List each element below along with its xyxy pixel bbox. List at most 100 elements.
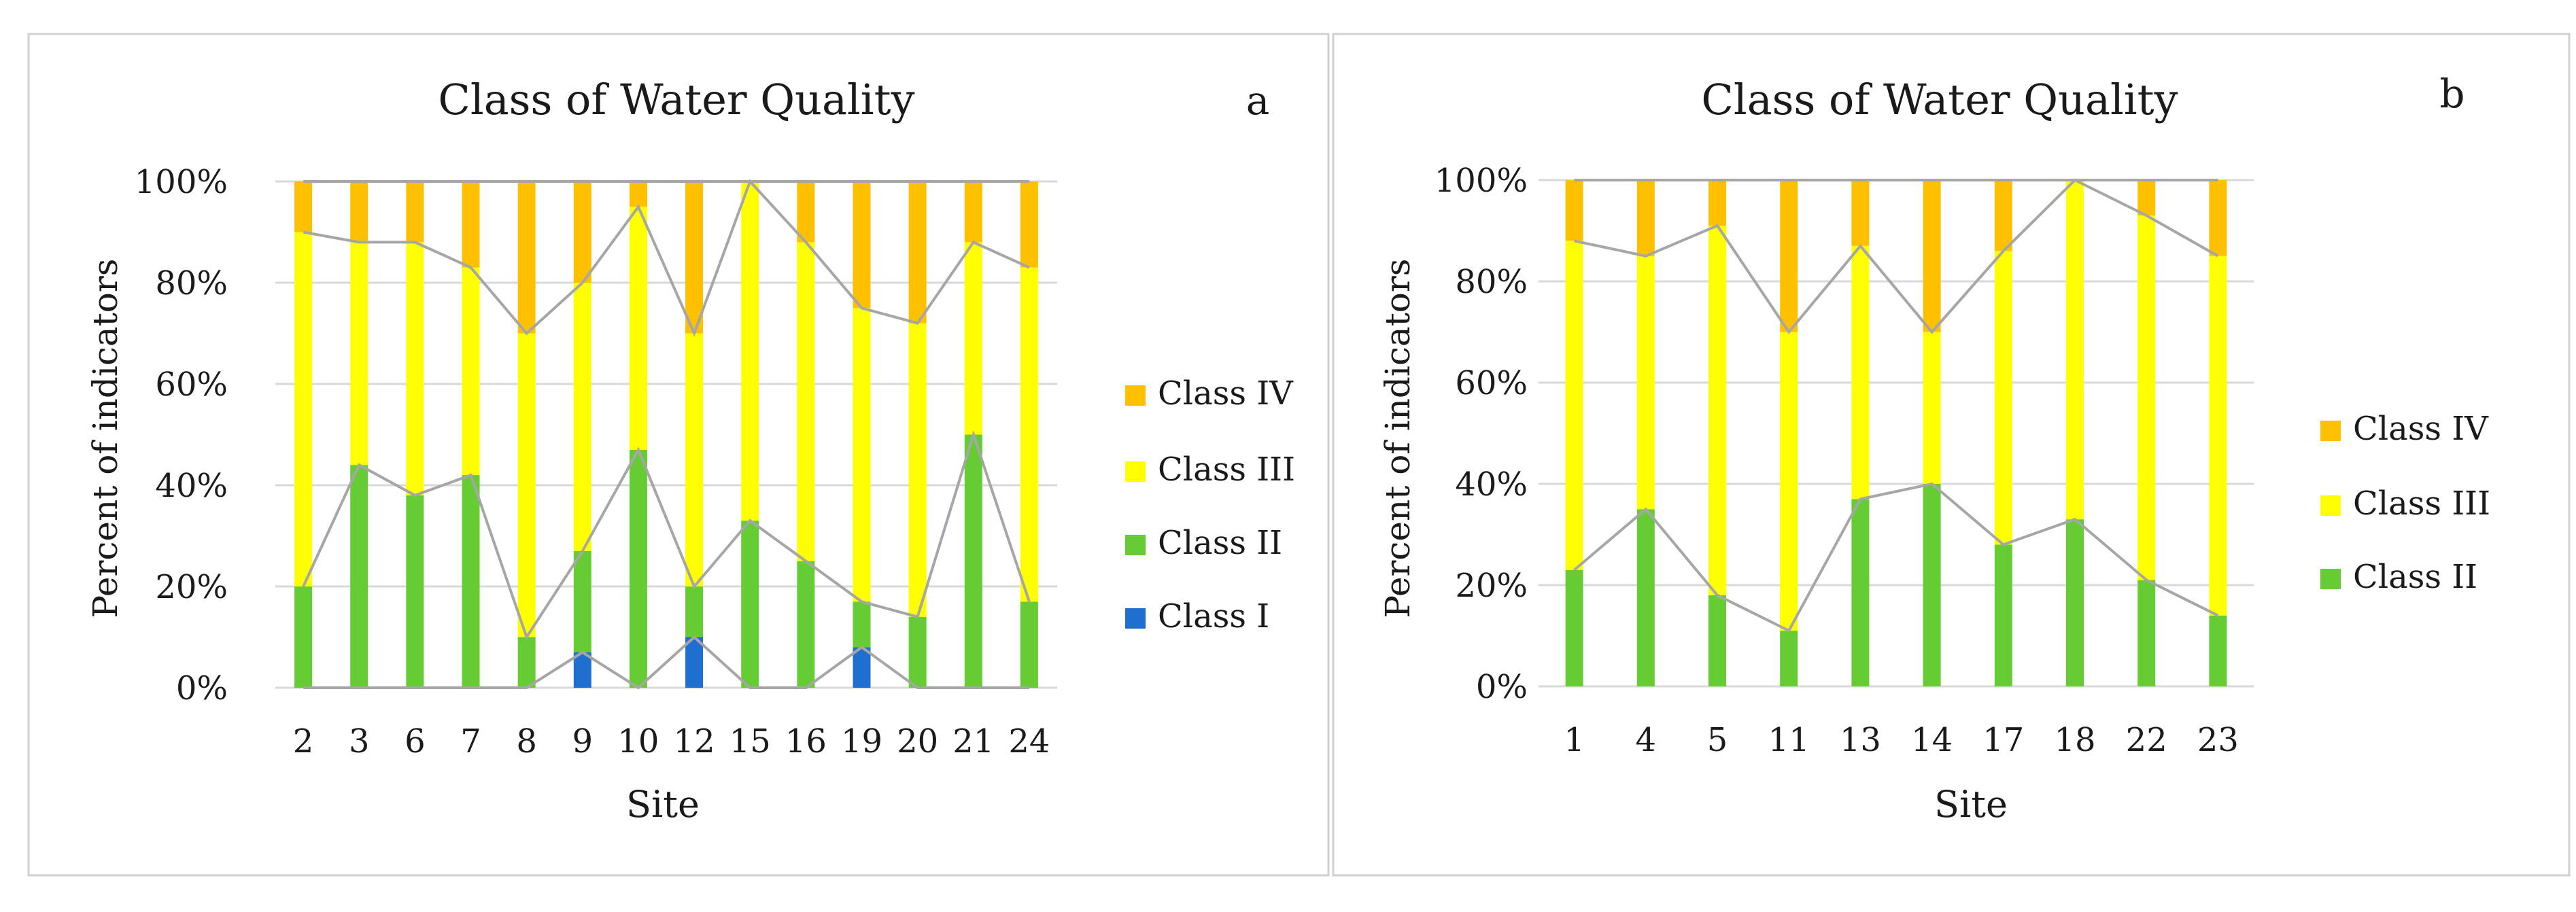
y-tick-label: 80% xyxy=(1455,263,1528,301)
bar-segment-class-iv xyxy=(685,181,704,334)
chart-b-panel-label: b xyxy=(2439,71,2465,117)
x-tick-label: 9 xyxy=(572,722,594,760)
legend-label: Class III xyxy=(2353,485,2490,523)
bar-segment-class-iv xyxy=(462,181,480,268)
chart-panel-b: Class of Water Quality b Percent of indi… xyxy=(1329,0,2576,909)
chart-b-xlabel: Site xyxy=(1934,783,2008,826)
bar-segment-class-ii xyxy=(294,586,313,688)
bar-segment-class-iii xyxy=(629,207,647,450)
bar-segment-class-iii xyxy=(964,242,982,435)
bar-segment-class-iv xyxy=(294,181,313,232)
chart-a-border xyxy=(27,33,1330,877)
bar-segment-class-iii xyxy=(741,181,759,521)
bar-segment-class-iv xyxy=(629,181,647,207)
bar-segment-class-iii xyxy=(350,242,368,466)
chart-a-panel-label: a xyxy=(1246,77,1270,124)
chart-panel-a: Class of Water Quality a Percent of indi… xyxy=(27,33,1330,877)
series-line xyxy=(1574,178,2219,334)
legend-label: Class III xyxy=(1158,451,1295,489)
series-line xyxy=(302,429,1031,641)
x-tick-label: 24 xyxy=(1008,722,1050,760)
bar-segment-class-iv xyxy=(1851,180,1870,246)
chart-b-legend: Class IV Class III Class II xyxy=(2320,410,2490,596)
bar-segment-class-ii xyxy=(1708,595,1726,686)
bar-segment-class-ii xyxy=(1994,544,2012,686)
bar-segment-class-ii xyxy=(853,601,871,648)
x-tick-label: 11 xyxy=(1768,721,1810,759)
legend-swatch-class-ii xyxy=(2320,569,2341,589)
bar-segment-class-i xyxy=(853,647,871,688)
bar-segment-class-iv xyxy=(2209,180,2227,256)
legend-swatch-class-iii xyxy=(1125,461,1146,482)
bar-segment-class-iii xyxy=(2137,215,2156,580)
bar-segment-class-iii xyxy=(2209,256,2227,616)
legend-label: Class IV xyxy=(2353,410,2489,448)
x-tick-label: 3 xyxy=(349,722,370,760)
y-tick-label: 80% xyxy=(155,264,228,302)
bar-segment-class-iii xyxy=(908,323,927,617)
x-tick-label: 22 xyxy=(2126,721,2167,759)
x-tick-label: 13 xyxy=(1840,721,1881,759)
bar-segment-class-ii xyxy=(908,616,927,688)
bar-segment-class-ii xyxy=(797,561,815,688)
x-tick-label: 19 xyxy=(841,722,882,760)
chart-a-legend: Class IV Class III Class II Class I xyxy=(1125,374,1295,635)
bar-segment-class-ii xyxy=(350,465,368,688)
legend-label: Class II xyxy=(1158,524,1282,562)
bar-segment-class-iv xyxy=(1708,180,1726,226)
y-tick-label: 0% xyxy=(1476,668,1528,706)
bar-segment-class-i xyxy=(573,652,591,688)
series-line xyxy=(303,635,1029,690)
bar-segment-class-iii xyxy=(294,232,313,586)
bar-segment-class-iii xyxy=(1923,332,1941,484)
bar-segment-class-iv xyxy=(853,181,871,309)
bar-segment-class-ii xyxy=(2209,615,2227,686)
x-tick-label: 16 xyxy=(785,722,827,760)
x-tick-label: 1 xyxy=(1564,721,1585,759)
bar-segment-class-iii xyxy=(1780,332,1798,631)
chart-b-border xyxy=(1332,33,2571,877)
legend-swatch-class-ii xyxy=(1125,535,1146,555)
bar-segment-class-ii xyxy=(1565,569,1583,686)
bar-segment-class-iv xyxy=(573,181,591,283)
series-line xyxy=(1573,482,2219,633)
bar-segment-class-ii xyxy=(2137,580,2156,686)
legend-swatch-class-iv xyxy=(2320,421,2341,441)
legend-swatch-class-iii xyxy=(2320,495,2341,516)
y-tick-label: 100% xyxy=(1435,162,1528,200)
legend-swatch-class-i xyxy=(1125,608,1146,629)
bar-segment-class-iii xyxy=(1708,226,1726,595)
legend-label: Class II xyxy=(2353,558,2477,596)
y-tick-label: 20% xyxy=(1455,567,1528,605)
legend-swatch-class-iv xyxy=(1125,385,1146,406)
bar-segment-class-ii xyxy=(406,495,424,688)
bar-segment-class-iii xyxy=(462,267,480,476)
bar-segment-class-iv xyxy=(797,181,815,243)
x-tick-label: 23 xyxy=(2197,721,2239,759)
x-tick-label: 4 xyxy=(1636,721,1657,759)
bar-segment-class-ii xyxy=(517,637,536,688)
chart-a-svg: Class of Water Quality a Percent of indi… xyxy=(27,33,1330,877)
bar-segment-class-iv xyxy=(908,181,927,323)
y-tick-label: 0% xyxy=(176,669,228,707)
bar-segment-class-iv xyxy=(964,181,982,243)
chart-a-plot: 0% 20% 40% 60% 80% 100% 2 3 6 7 8 9 10 12 15 16 19 20 21 24 xyxy=(135,163,1057,760)
chart-b-title: Class of Water Quality xyxy=(1701,75,2178,124)
bar-segment-class-iv xyxy=(1780,180,1798,332)
bar-segment-class-iii xyxy=(517,333,536,637)
bar-segment-class-iv xyxy=(2137,180,2156,216)
bar-segment-class-iv xyxy=(1020,181,1038,268)
bar-segment-class-iv xyxy=(517,181,536,334)
chart-a-xlabel: Site xyxy=(626,783,700,826)
x-tick-label: 5 xyxy=(1707,721,1728,759)
bar-segment-class-ii xyxy=(1636,509,1655,686)
y-tick-label: 20% xyxy=(155,568,228,606)
bar-segment-class-ii xyxy=(573,550,591,652)
series-line xyxy=(303,179,1030,337)
bar-segment-class-iii xyxy=(685,333,704,586)
x-tick-label: 17 xyxy=(1982,721,2024,759)
bar-segment-class-ii xyxy=(741,521,759,688)
bar-segment-class-ii xyxy=(1020,601,1038,688)
bar-segment-class-iii xyxy=(406,242,424,495)
y-tick-label: 40% xyxy=(1455,466,1528,504)
